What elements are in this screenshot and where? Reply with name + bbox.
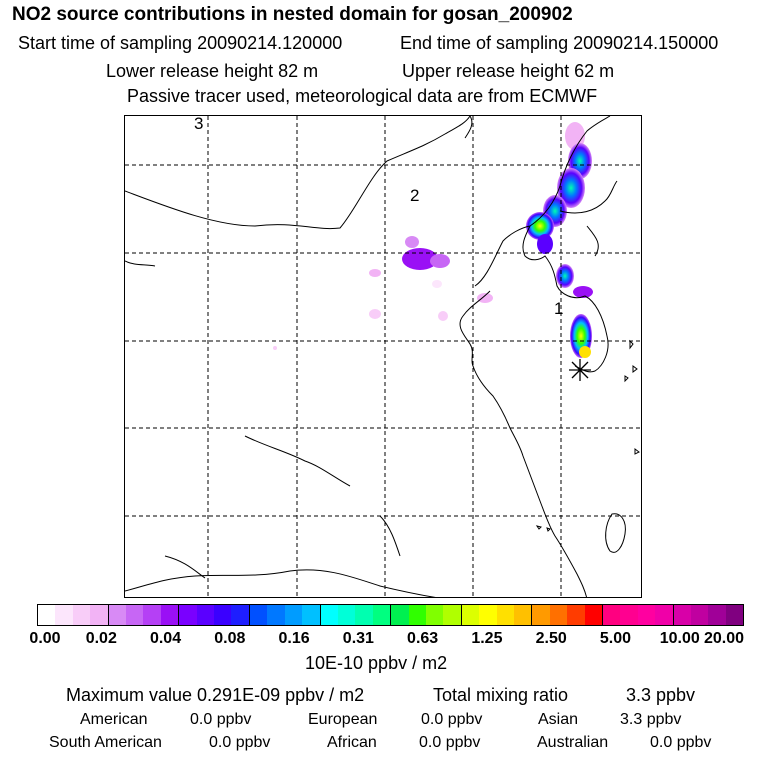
region-value-african: 0.0 ppbv [419, 734, 481, 751]
colorbar-tick-label: 0.02 [85, 630, 117, 647]
colorbar-segment [479, 605, 497, 625]
map-label-1: 1 [554, 299, 563, 318]
region-value-asian: 3.3 ppbv [620, 711, 682, 728]
colorbar-tick-label: 0.04 [149, 630, 182, 647]
colorbar-segment [655, 605, 674, 625]
region-name-african: African [327, 734, 377, 751]
colorbar [37, 604, 744, 626]
colorbar-segment [231, 605, 250, 625]
colorbar-tick-label: 0.63 [407, 630, 439, 647]
colorbar-segment [425, 605, 444, 625]
colorbar-segment [584, 605, 603, 625]
colorbar-segment [603, 605, 621, 625]
colorbar-segment [673, 605, 692, 625]
colorbar-segment [513, 605, 533, 625]
colorbar-tick-label: 0.31 [342, 630, 374, 647]
region-name-australian: Australian [537, 734, 609, 751]
colorbar-segment [126, 605, 144, 625]
map-panel: 1 2 3 [124, 115, 642, 598]
lower-release-text: Lower release height 82 m [106, 61, 319, 81]
colorbar-tick-label: 10.00 [659, 630, 700, 647]
colorbar-segment [55, 605, 73, 625]
map-label-3: 3 [194, 116, 203, 133]
plume-north [526, 122, 592, 254]
colorbar-segment [496, 605, 514, 625]
region-name-asian: Asian [538, 711, 579, 728]
maximum-value-text: Maximum value 0.291E-09 ppbv / m2 [66, 685, 365, 705]
colorbar-segment [443, 605, 462, 625]
colorbar-segment [461, 605, 480, 625]
plume-central [273, 236, 493, 350]
colorbar-segment [108, 605, 127, 625]
colorbar-segment [567, 605, 585, 625]
colorbar-unit: 10E-10 ppbv / m2 [305, 653, 448, 673]
colorbar-segment [38, 605, 56, 625]
end-time-text: End time of sampling 20090214.150000 [400, 33, 719, 53]
colorbar-segment [267, 605, 285, 625]
colorbar-segment [320, 605, 338, 625]
region-name-south-american: South American [49, 734, 162, 751]
region-value-american: 0.0 ppbv [190, 711, 252, 728]
coastlines [125, 116, 640, 597]
colorbar-segment [179, 605, 197, 625]
colorbar-segment [637, 605, 656, 625]
colorbar-segment [302, 605, 321, 625]
colorbar-tick-label: 0.16 [278, 630, 310, 647]
colorbar-segment [691, 605, 709, 625]
colorbar-segment [214, 605, 232, 625]
total-mixing-label: Total mixing ratio [433, 685, 569, 705]
colorbar-segment [72, 605, 91, 625]
upper-release-text: Upper release height 62 m [402, 61, 615, 81]
region-name-european: European [308, 711, 378, 728]
plot-title: NO2 source contributions in nested domai… [12, 4, 573, 25]
colorbar-segment [196, 605, 215, 625]
colorbar-tick-label: 0.00 [29, 630, 61, 647]
asterisk-receptor-icon [569, 359, 591, 381]
region-value-australian: 0.0 ppbv [650, 734, 712, 751]
colorbar-segment [355, 605, 373, 625]
map-label-2: 2 [410, 186, 419, 205]
colorbar-segment [284, 605, 303, 625]
region-value-european: 0.0 ppbv [421, 711, 483, 728]
colorbar-tick-label: 5.00 [599, 630, 632, 647]
colorbar-tick-label: 0.08 [214, 630, 246, 647]
colorbar-segment [143, 605, 161, 625]
colorbar-segment [391, 605, 409, 625]
colorbar-segment [532, 605, 550, 625]
colorbar-segment [725, 605, 744, 625]
colorbar-segment [372, 605, 392, 625]
plume-korea [556, 264, 593, 358]
colorbar-segment [337, 605, 356, 625]
tracer-info-text: Passive tracer used, meteorological data… [127, 86, 598, 106]
colorbar-tick-label: 2.50 [535, 630, 567, 647]
colorbar-segment [408, 605, 426, 625]
colorbar-segment [160, 605, 180, 625]
colorbar-tick-label: 1.25 [471, 630, 503, 647]
colorbar-segment [249, 605, 268, 625]
graticule [125, 116, 641, 597]
start-time-text: Start time of sampling 20090214.120000 [18, 33, 343, 53]
total-mixing-value: 3.3 ppbv [626, 685, 696, 705]
region-name-american: American [80, 711, 148, 728]
colorbar-segment [90, 605, 109, 625]
colorbar-segment [549, 605, 568, 625]
colorbar-tick-label: 20.00 [703, 630, 745, 647]
colorbar-segment [708, 605, 726, 625]
map-canvas: 1 2 3 [125, 116, 641, 597]
region-value-south-american: 0.0 ppbv [209, 734, 271, 751]
colorbar-segment [620, 605, 638, 625]
